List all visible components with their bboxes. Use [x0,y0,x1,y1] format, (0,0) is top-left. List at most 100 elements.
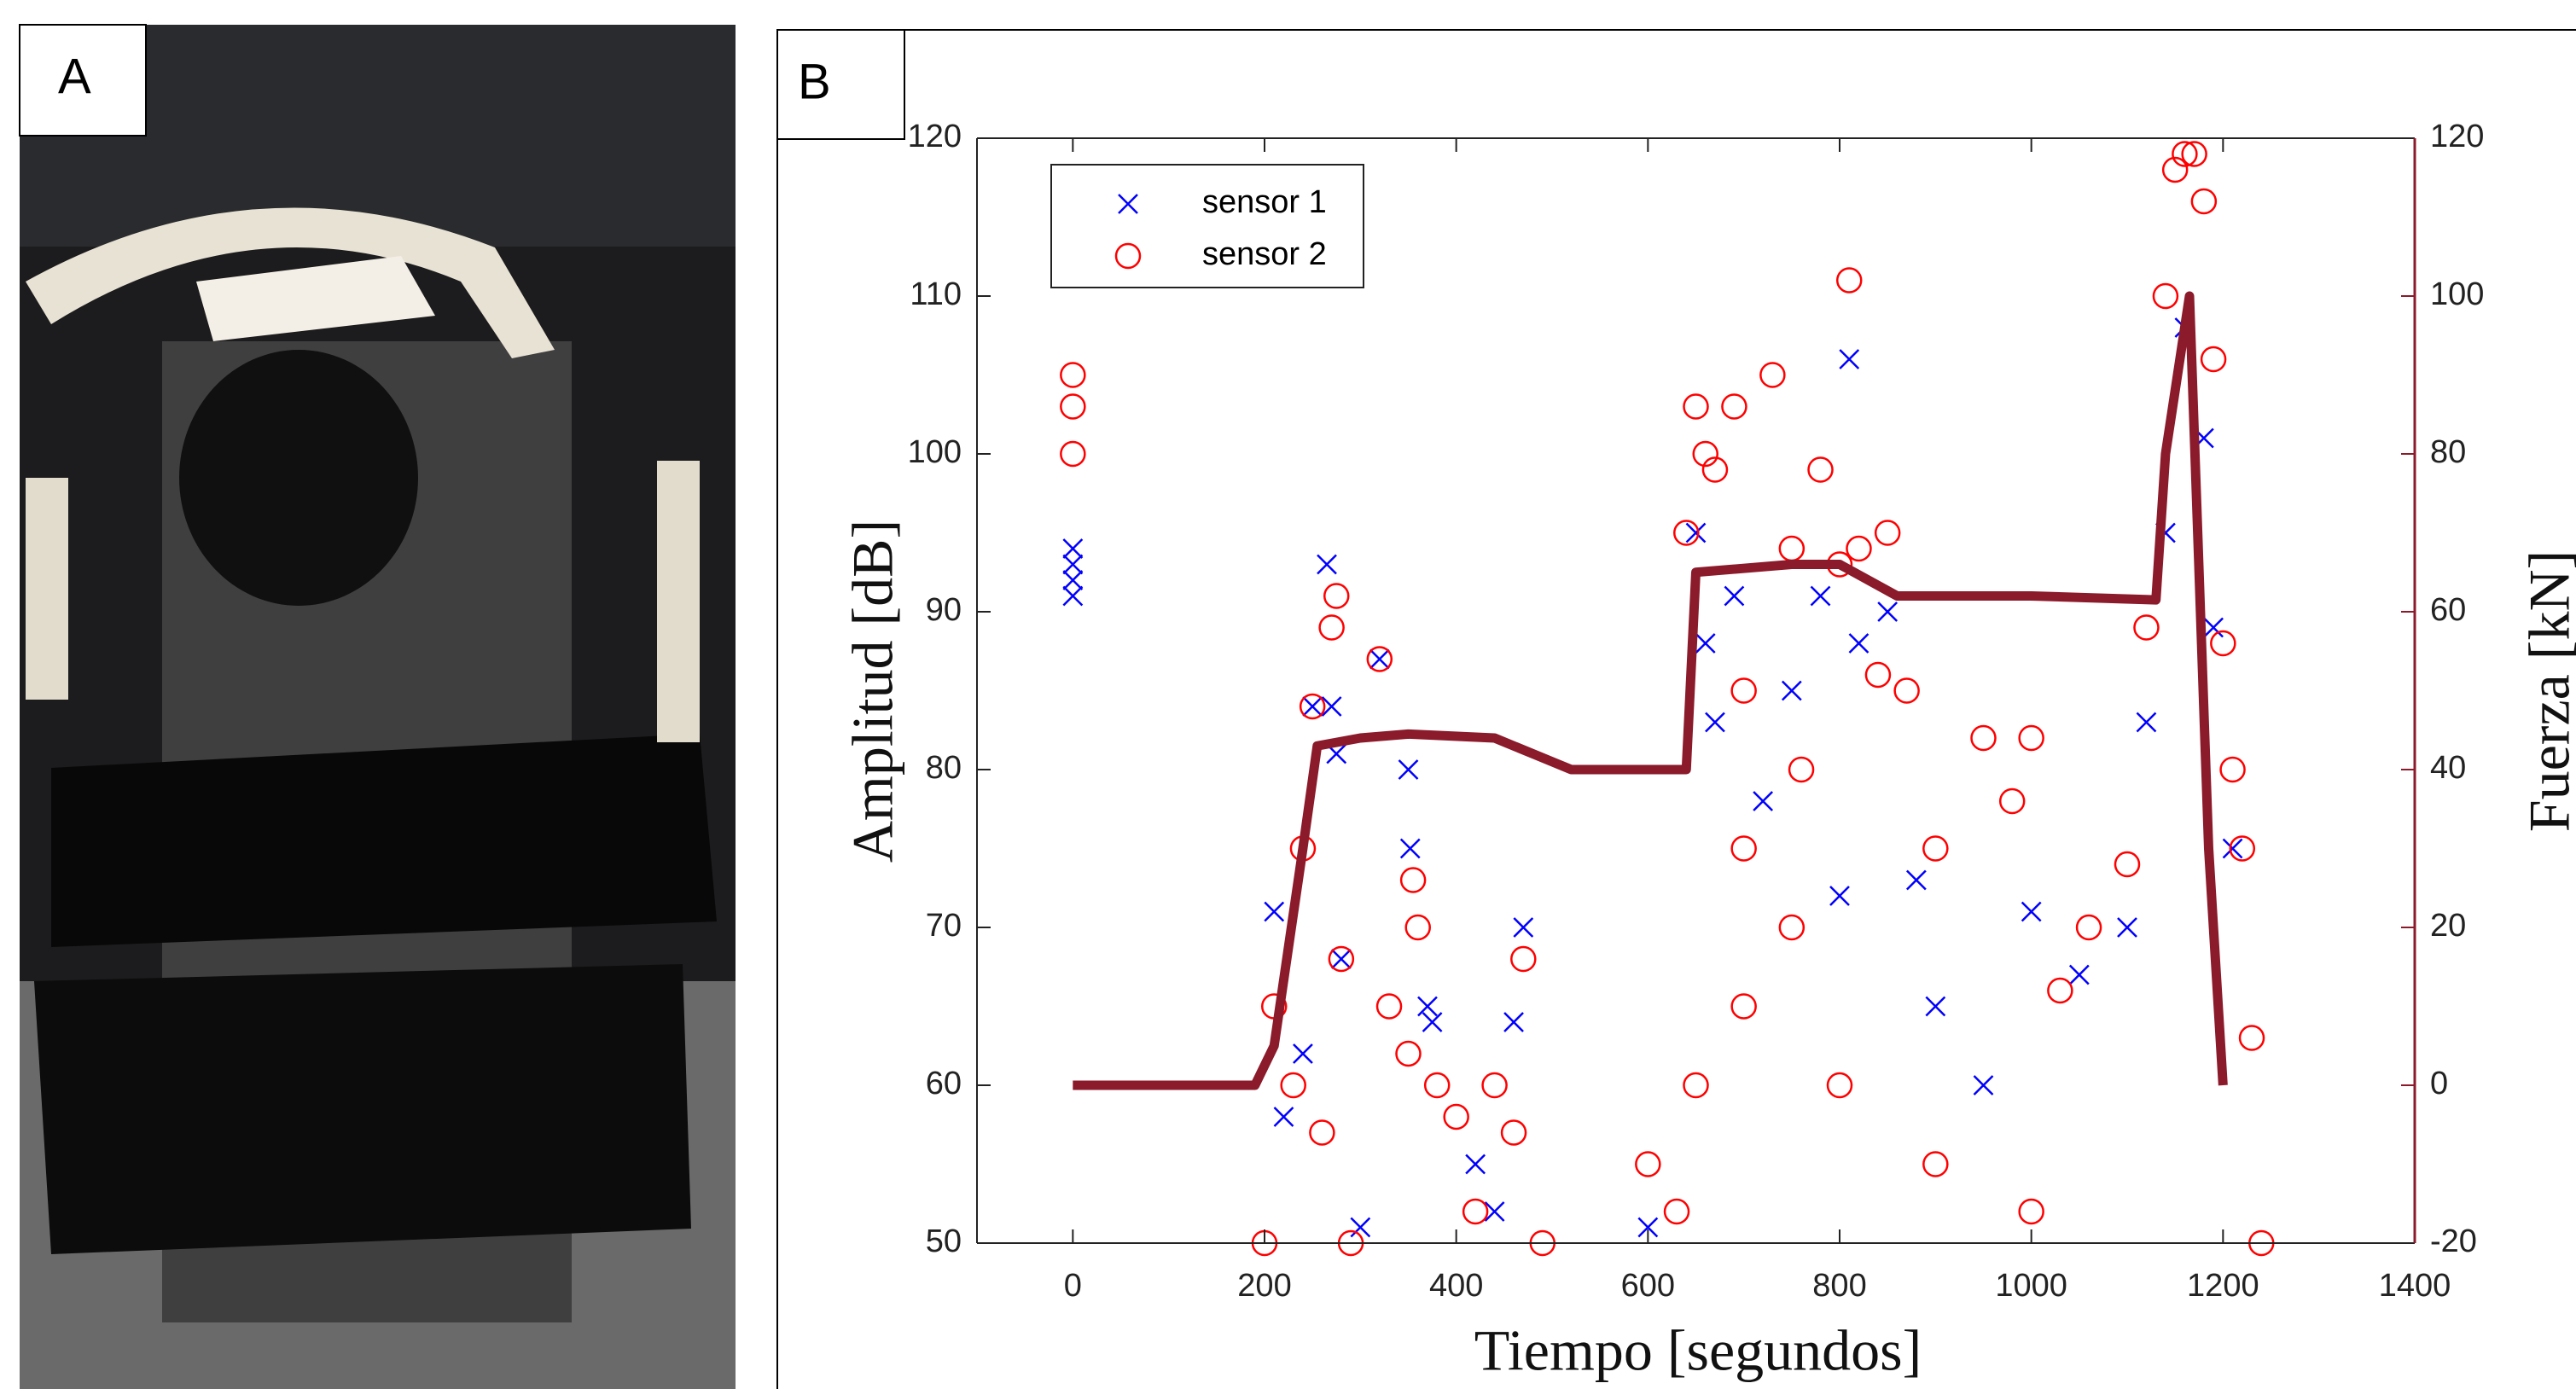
point-o [2018,724,2044,752]
y-tick-label: 100 [908,434,962,470]
point-x [1350,1217,1371,1238]
y2-tick-label: -20 [2430,1223,2477,1259]
point-x [1848,633,1869,654]
point-o [1998,787,2026,815]
point-x [1399,838,1421,859]
point-x [2117,917,2137,938]
point-o [1060,362,1086,388]
point-o [2200,346,2227,373]
point-x [1905,869,1927,891]
x-tick-label: 200 [1237,1268,1291,1304]
point-x [1810,585,1831,607]
point-x [1062,538,1084,559]
point-o [1683,393,1709,420]
point-x [1513,917,1534,938]
point-o [1864,661,1892,689]
y2-tick-label: 40 [2430,750,2466,786]
point-o [2133,614,2160,641]
point-x [1877,602,1899,622]
panel-label-box [776,29,905,140]
x-tick-label: 600 [1621,1268,1675,1304]
legend-marker [1118,194,1138,214]
point-x [1398,759,1419,780]
y-tick-label: 90 [926,592,962,628]
legend-label: sensor 1 [1202,184,1327,220]
point-o [1510,945,1537,973]
point-o [1060,440,1086,468]
point-x [2203,617,2224,638]
panel-frame [776,29,2576,1389]
point-o [1893,677,1920,704]
panel-label-box [19,24,147,137]
point-x [1695,633,1716,654]
point-o [1730,993,1757,1020]
point-o [1835,267,1863,293]
y2-axis-label: Fuerza [kN] [2517,550,2576,832]
point-o [1318,614,1345,641]
x-tick-label: 1400 [2379,1268,2451,1304]
point-o [2172,141,2198,167]
point-o [1635,1151,1661,1177]
point-x [1503,1012,1524,1032]
point-o [2018,1198,2044,1225]
point-o [2152,282,2179,310]
point-o [1395,1040,1422,1067]
point-o [1366,646,1393,672]
point-o [2219,756,2246,783]
point-x [1705,712,1725,733]
point-x [1062,570,1084,590]
point-o [2181,141,2207,167]
plot-area [1060,141,2275,1257]
point-x [1417,996,1438,1017]
point-x [1330,949,1352,969]
point-x [1724,585,1745,607]
point-x [1302,696,1323,717]
point-o [1663,1198,1690,1225]
y2-tick-label: 120 [2430,119,2484,154]
point-o [1323,583,1350,609]
point-x [2021,901,2042,922]
point-o [1692,440,1718,468]
point-o [1730,677,1757,704]
point-x [1369,648,1390,670]
point-o [1399,867,1427,893]
point-o [1701,456,1729,483]
legend-marker [1114,242,1142,270]
point-x [1062,554,1084,575]
y2-tick-label: 0 [2430,1066,2448,1101]
y2-tick-label: 100 [2430,276,2484,312]
point-o [1299,693,1326,720]
point-o [1874,520,1901,546]
point-x [1465,1154,1486,1175]
y-tick-label: 50 [926,1223,962,1259]
point-o [2190,188,2218,215]
point-x [1062,585,1084,607]
point-o [1807,456,1834,483]
point-x [1973,1075,1994,1096]
point-o [2114,851,2141,878]
point-o [1778,914,1806,941]
point-o [1759,362,1786,388]
point-x [1925,996,1946,1017]
point-o [1309,1119,1335,1146]
point-x [2068,964,2090,985]
point-o [2047,977,2073,1004]
point-o [1970,724,1997,752]
photo [20,25,736,1389]
x-tick-label: 0 [1064,1268,1082,1304]
y-tick-label: 70 [926,908,962,944]
point-o [2075,914,2102,941]
x-axis-label: Tiempo [segundos] [1474,1318,1922,1383]
point-x [1422,1012,1443,1032]
point-o [1443,1103,1469,1130]
point-o [1778,535,1806,562]
y-axis-label: Amplitud [dB] [840,520,905,863]
point-o [1404,914,1431,941]
y2-tick-label: 60 [2430,592,2466,628]
point-o [1673,520,1700,546]
point-x [1829,886,1850,906]
point-x [1293,1043,1313,1064]
point-o [1730,835,1757,862]
point-o [1280,1072,1306,1099]
point-x [1484,1201,1505,1222]
